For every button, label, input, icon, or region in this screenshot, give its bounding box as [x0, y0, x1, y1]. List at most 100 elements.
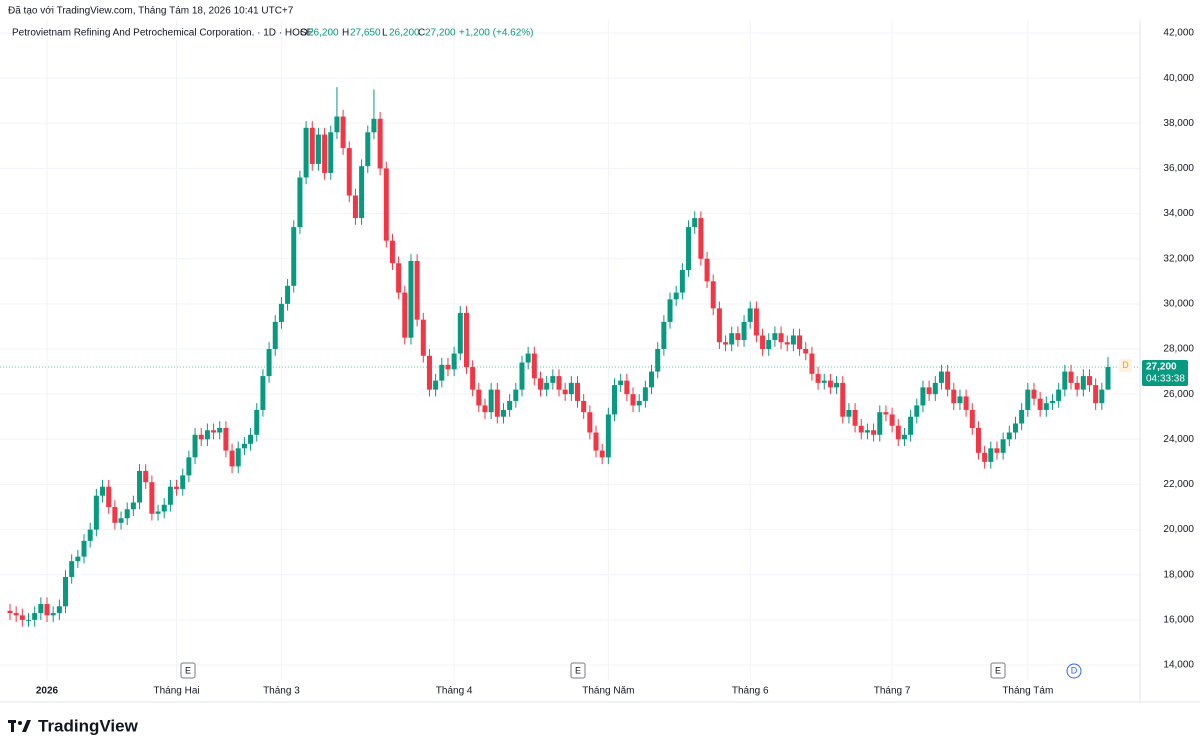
- legend: Petrovietnam Refining And Petrochemical …: [12, 28, 534, 39]
- candle-body: [723, 342, 729, 345]
- candle-body: [1000, 439, 1006, 453]
- candle-body: [710, 281, 716, 309]
- candle-body: [630, 394, 636, 406]
- event[interactable]: E: [995, 665, 1001, 675]
- candle-body: [266, 349, 272, 377]
- candle-body: [920, 387, 926, 406]
- candle-body: [7, 610, 13, 614]
- candle-body: [883, 412, 889, 415]
- event[interactable]: E: [185, 665, 191, 675]
- candle-body: [309, 127, 315, 164]
- candle-body: [889, 414, 895, 426]
- candle-body: [365, 132, 371, 167]
- c-key: C: [418, 28, 425, 39]
- candle-body: [692, 218, 698, 228]
- candle-body: [383, 168, 389, 241]
- candle-body: [673, 292, 679, 300]
- candle-body: [285, 285, 291, 304]
- candle-body: [211, 430, 217, 433]
- candle-body: [470, 367, 476, 390]
- change: +1,200 (+4.62%): [459, 28, 534, 39]
- event-box[interactable]: [180, 662, 196, 679]
- candle-body: [56, 606, 62, 614]
- candle-body: [315, 134, 321, 164]
- candle-body: [858, 425, 864, 433]
- l-key: L: [382, 28, 388, 39]
- candle-body: [137, 470, 143, 503]
- y-tick-label: 24,000: [1163, 434, 1194, 445]
- candle-body: [100, 486, 106, 496]
- candle-body: [729, 333, 735, 345]
- candle-body: [235, 448, 241, 467]
- candle-body: [32, 613, 38, 620]
- candle-body: [93, 495, 99, 530]
- x-tick-label: 2026: [36, 686, 59, 697]
- candle-body: [895, 425, 901, 440]
- candle-body: [112, 507, 118, 523]
- candle-body: [488, 389, 494, 413]
- x-tick-label: Tháng Tám: [1002, 686, 1053, 697]
- c-val: 27,200: [425, 28, 456, 39]
- candle-body: [945, 371, 951, 390]
- candle-body: [649, 371, 655, 388]
- candle-body: [272, 321, 278, 349]
- candle-body: [815, 373, 821, 383]
- candle-body: [217, 428, 223, 433]
- event-box[interactable]: [570, 662, 586, 679]
- candle-body: [371, 118, 377, 133]
- candle-body: [556, 376, 562, 390]
- candle-body: [328, 132, 334, 173]
- candle-body: [278, 303, 284, 322]
- candle-body: [618, 380, 624, 386]
- candle-body: [457, 312, 463, 354]
- candle-body: [784, 342, 790, 345]
- candle-body: [809, 353, 815, 374]
- dividend[interactable]: D: [1071, 665, 1078, 675]
- y-tick-label: 22,000: [1163, 479, 1194, 490]
- candle-body: [1031, 389, 1037, 399]
- candle-body: [248, 434, 254, 444]
- candle-body: [106, 486, 112, 507]
- brand: TradingView: [38, 716, 139, 735]
- candle-body: [291, 227, 297, 286]
- candle-body: [223, 428, 229, 451]
- x-tick-label: Tháng Năm: [582, 686, 634, 697]
- candle-body: [340, 116, 346, 149]
- candle-body: [426, 355, 432, 390]
- candle-body: [359, 166, 365, 219]
- y-tick-label: 18,000: [1163, 569, 1194, 580]
- candle-body: [778, 333, 784, 343]
- y-tick-label: 28,000: [1163, 344, 1194, 355]
- y-tick-label: 34,000: [1163, 208, 1194, 219]
- candle-body: [414, 260, 420, 320]
- event[interactable]: E: [575, 665, 581, 675]
- candle-body: [297, 177, 303, 228]
- candle-body: [494, 389, 500, 417]
- candle-body: [741, 321, 747, 340]
- candle-body: [482, 405, 488, 413]
- candle-body: [69, 561, 75, 577]
- candle-body: [581, 400, 587, 413]
- candle-body: [1068, 371, 1074, 383]
- candle-body: [562, 389, 568, 395]
- candle-body: [204, 430, 210, 440]
- candle-body: [550, 376, 556, 383]
- candle-body: [500, 409, 506, 417]
- candle-body: [63, 576, 69, 607]
- x-tick-label: Tháng 4: [436, 686, 473, 697]
- event-box[interactable]: [990, 662, 1006, 679]
- candle-body: [735, 333, 741, 340]
- candle-body: [346, 148, 352, 196]
- x-tick-label: Tháng Hai: [153, 686, 199, 697]
- x-tick-label: Tháng 3: [263, 686, 300, 697]
- dividend-circle[interactable]: [1066, 663, 1082, 679]
- candle-body: [451, 353, 457, 370]
- y-tick-label: 26,000: [1163, 389, 1194, 400]
- candle-body: [519, 362, 525, 390]
- candle-body: [772, 333, 778, 340]
- candle-body: [840, 382, 846, 417]
- y-tick-label: 16,000: [1163, 614, 1194, 625]
- candle-body: [877, 412, 883, 435]
- candle-body: [679, 270, 685, 293]
